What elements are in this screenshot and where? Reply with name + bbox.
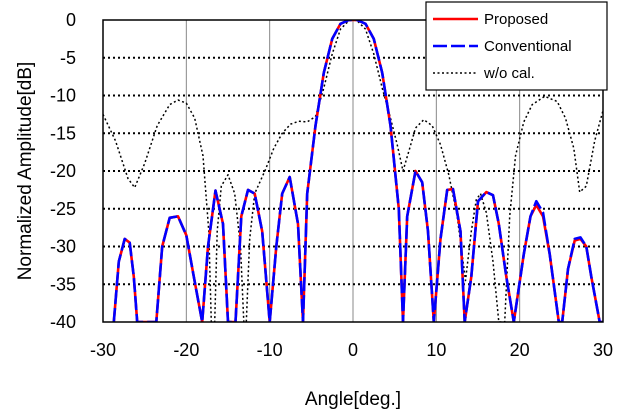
y-tick-label: -10: [50, 86, 76, 106]
y-axis-label: Normalized Amplitude[dB]: [15, 62, 36, 281]
y-tick-label: -40: [50, 312, 76, 332]
x-axis-label: Angle[deg.]: [305, 389, 401, 410]
x-tick-label: 0: [348, 340, 358, 360]
x-tick-label: -10: [257, 340, 283, 360]
y-tick-label: -20: [50, 161, 76, 181]
y-tick-label: -25: [50, 199, 76, 219]
y-tick-label: 0: [66, 10, 76, 30]
y-tick-label: -30: [50, 237, 76, 257]
y-tick-label: -35: [50, 274, 76, 294]
x-tick-label: 10: [426, 340, 446, 360]
x-tick-labels: -30 -20 -10 0 10 20 30: [90, 340, 613, 360]
legend-label: Conventional: [484, 38, 572, 55]
y-tick-label: -15: [50, 123, 76, 143]
y-tick-labels: 0 -5 -10 -15 -20 -25 -30 -35 -40: [50, 10, 76, 332]
y-tick-label: -5: [60, 48, 76, 68]
x-tick-label: 30: [593, 340, 613, 360]
legend-label: w/o cal.: [483, 65, 535, 82]
legend: Proposed Conventional w/o cal.: [425, 1, 608, 91]
series-line-conventional: [112, 20, 603, 322]
x-tick-label: -30: [90, 340, 116, 360]
plot-frame: [102, 19, 604, 323]
x-tick-label: 20: [510, 340, 530, 360]
x-tick-label: -20: [173, 340, 199, 360]
legend-label: Proposed: [484, 11, 548, 28]
series-group: [103, 20, 603, 322]
